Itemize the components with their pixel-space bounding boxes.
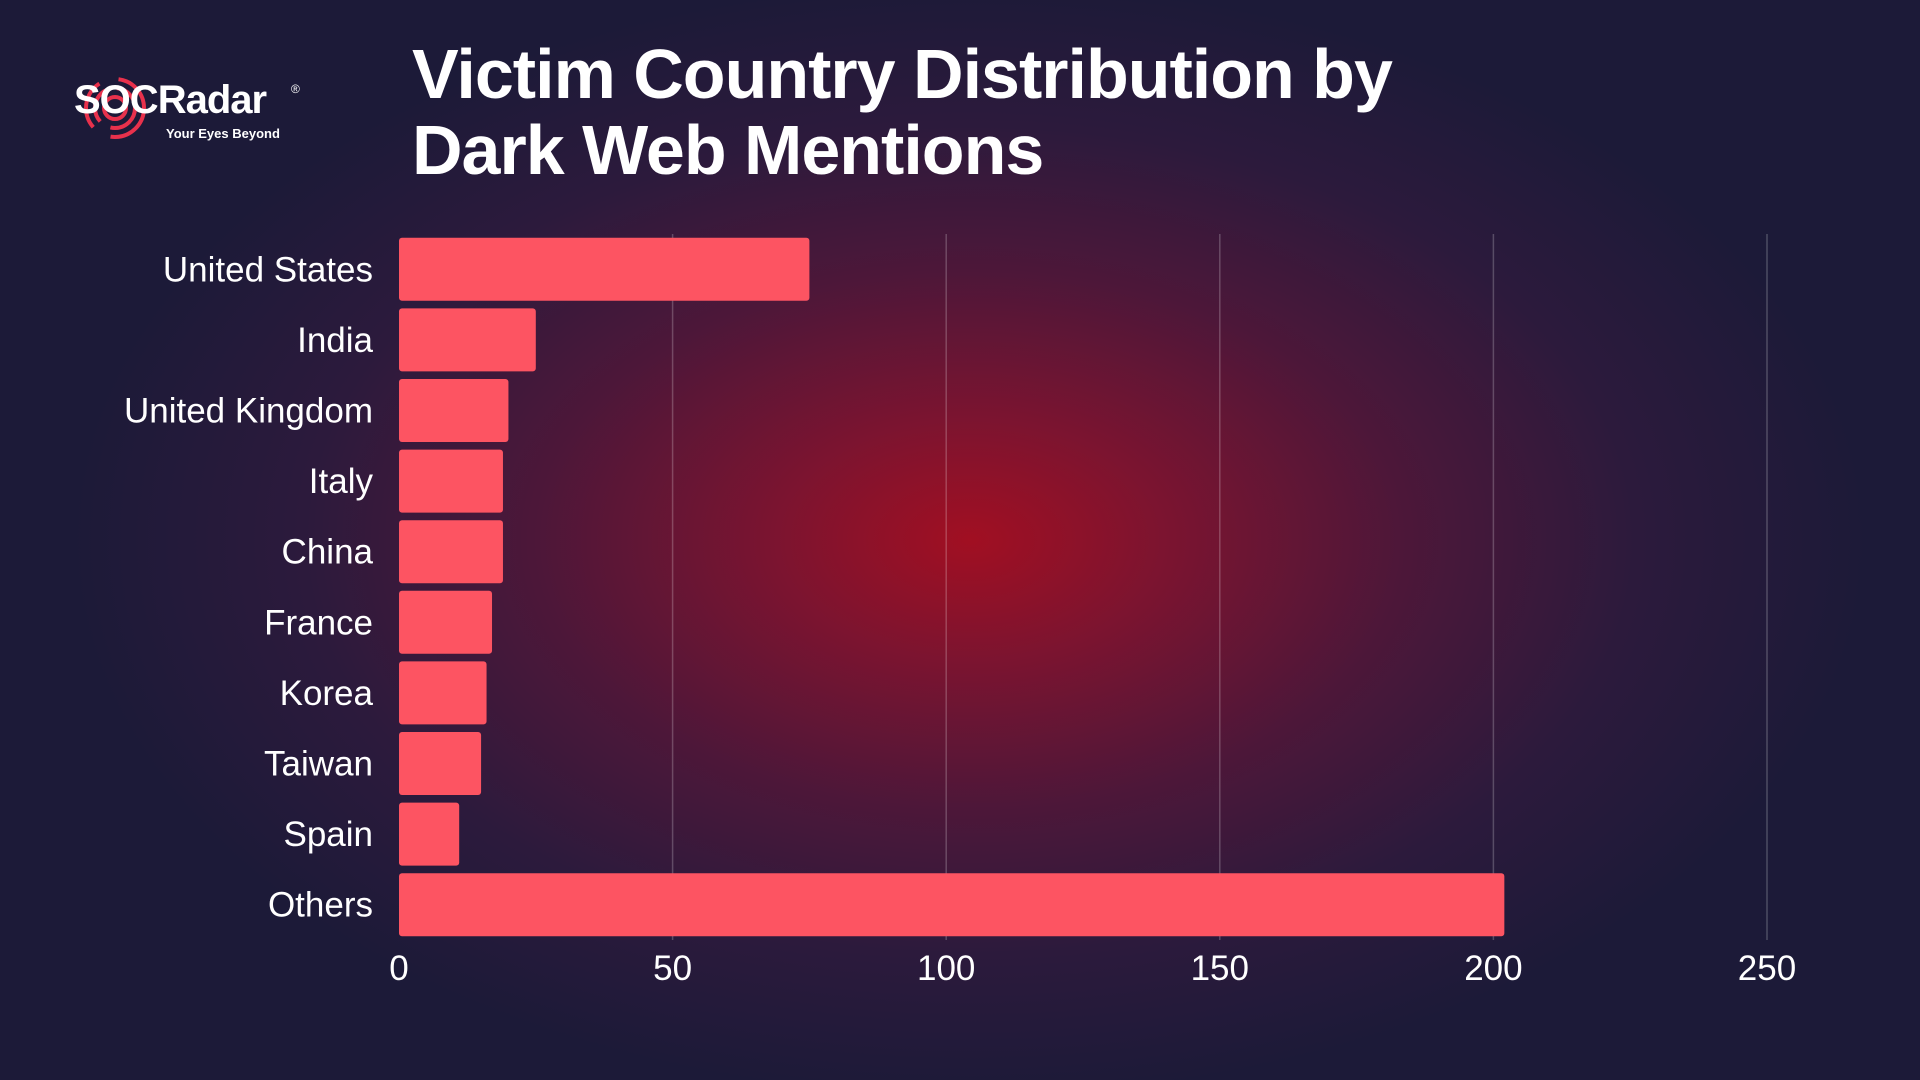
value-axis: 0 50 100 150 200 250 xyxy=(389,949,1796,988)
category-label-others: Others xyxy=(268,886,373,925)
category-label-spain: Spain xyxy=(283,815,373,854)
category-label-india: India xyxy=(297,321,373,360)
category-label-china: China xyxy=(282,533,374,572)
bar-china xyxy=(399,520,503,584)
x-tick-label-100: 100 xyxy=(917,949,975,988)
bar-united-states xyxy=(399,237,810,301)
brand-logo: SOCRadar ® Your Eyes Beyond xyxy=(70,66,320,156)
bar-france xyxy=(399,590,493,654)
bar-india xyxy=(399,308,536,372)
bar-italy xyxy=(399,449,503,513)
chart-title: Victim Country Distribution by Dark Web … xyxy=(412,35,1393,189)
brand-name-prefix: SOC xyxy=(74,78,159,122)
category-label-united-states: United States xyxy=(163,250,373,289)
x-tick-label-150: 150 xyxy=(1191,949,1249,988)
category-label-france: France xyxy=(264,603,373,642)
x-tick-label-250: 250 xyxy=(1738,949,1796,988)
radar-icon xyxy=(84,77,146,139)
brand-name: SOCRadar xyxy=(74,78,267,123)
bar-others xyxy=(399,873,1505,937)
bar-taiwan xyxy=(399,732,482,795)
category-axis: United States India United Kingdom Italy Chi… xyxy=(124,250,374,924)
bar-korea xyxy=(399,661,487,725)
x-tick-label-200: 200 xyxy=(1464,949,1522,988)
bar-layer xyxy=(399,237,1505,937)
category-label-taiwan: Taiwan xyxy=(264,745,373,784)
bar-spain xyxy=(399,802,460,866)
bar-united-kingdom xyxy=(399,379,509,442)
registered-mark: ® xyxy=(291,82,300,96)
category-label-korea: Korea xyxy=(280,674,374,713)
grid-layer xyxy=(671,234,1768,940)
category-label-united-kingdom: United Kingdom xyxy=(124,392,373,431)
x-tick-label-0: 0 xyxy=(389,949,408,988)
brand-tagline: Your Eyes Beyond xyxy=(166,126,280,141)
brand-name-suffix: Radar xyxy=(157,78,267,122)
category-label-italy: Italy xyxy=(309,462,374,501)
x-tick-label-50: 50 xyxy=(653,949,692,988)
